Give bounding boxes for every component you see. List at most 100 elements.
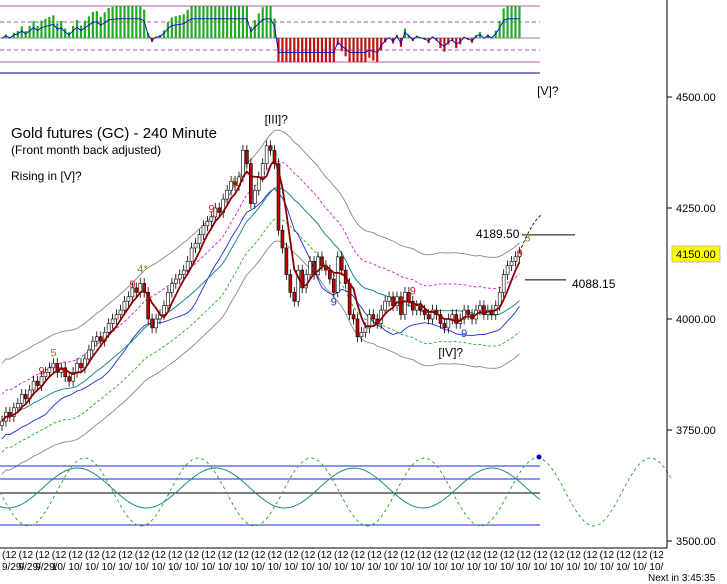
candle-body bbox=[213, 207, 218, 218]
x-tick-label: (12 bbox=[533, 550, 548, 561]
count-label: 5 bbox=[50, 348, 56, 360]
count-label: 9 bbox=[516, 248, 522, 260]
x-tick-label: (12 bbox=[2, 550, 17, 561]
candle-body bbox=[253, 189, 257, 204]
candle-body bbox=[166, 292, 170, 306]
candle-body bbox=[19, 394, 24, 404]
x-tick-label: (12 bbox=[168, 550, 183, 561]
candle-body bbox=[12, 407, 16, 417]
x-tick-label: (12 bbox=[251, 550, 266, 561]
candle-body bbox=[359, 332, 364, 338]
x-tick-date: 10/ bbox=[633, 562, 647, 573]
x-tick-label: (12 bbox=[483, 550, 498, 561]
x-tick-date: 10/ bbox=[483, 562, 497, 573]
candle-body bbox=[505, 265, 510, 275]
candle-body bbox=[75, 363, 79, 373]
x-tick-label: (12 bbox=[417, 550, 432, 561]
x-tick-date: 10/ bbox=[301, 562, 315, 573]
x-tick-label: (12 bbox=[517, 550, 532, 561]
x-tick-date: 10/ bbox=[450, 562, 464, 573]
candle-body bbox=[205, 221, 210, 227]
x-tick-label: (12 bbox=[118, 550, 133, 561]
candle-body bbox=[454, 314, 459, 324]
count-label: 4* bbox=[137, 263, 148, 275]
projection-path bbox=[519, 214, 542, 253]
candle-body bbox=[209, 216, 214, 222]
x-tick-date: 10/ bbox=[384, 562, 398, 573]
candle-body bbox=[51, 363, 56, 369]
count-label: 5 bbox=[232, 177, 238, 189]
candle-body bbox=[355, 318, 360, 338]
x-tick-date: 10/ bbox=[284, 562, 298, 573]
count-label: 9 bbox=[331, 297, 337, 309]
wave-label: [V]? bbox=[537, 84, 559, 98]
x-tick-date: 10/ bbox=[434, 562, 448, 573]
y-tick-label: 3750.00 bbox=[676, 425, 716, 437]
cycle-panel bbox=[0, 454, 673, 527]
candle-body bbox=[229, 181, 233, 191]
candle-body bbox=[414, 305, 419, 311]
x-axis: (129/29/(129/29/(129/29/(1210/(1210/(121… bbox=[0, 547, 667, 573]
candle-body bbox=[130, 287, 135, 298]
candle-body bbox=[23, 394, 28, 400]
x-tick-label: (12 bbox=[583, 550, 598, 561]
x-tick-date: 10/ bbox=[118, 562, 132, 573]
candle-body bbox=[110, 318, 115, 324]
candle-body bbox=[296, 269, 301, 302]
candle-body bbox=[225, 189, 229, 200]
candle-body bbox=[0, 420, 4, 426]
candle-body bbox=[154, 318, 158, 329]
x-tick-date: 10/ bbox=[467, 562, 481, 573]
candle-body bbox=[399, 296, 403, 315]
candle-body bbox=[450, 314, 455, 320]
x-tick-date: 10/ bbox=[334, 562, 348, 573]
candle-body bbox=[335, 256, 340, 293]
x-tick-label: (12 bbox=[384, 550, 399, 561]
teal-ma-line bbox=[1, 187, 520, 422]
candle-body bbox=[466, 309, 470, 315]
candle-body bbox=[134, 287, 139, 293]
x-tick-date: 10/ bbox=[201, 562, 215, 573]
candle-body bbox=[371, 314, 376, 320]
candle-body bbox=[126, 296, 131, 302]
candle-body bbox=[189, 247, 194, 262]
candle-body bbox=[482, 305, 486, 315]
candle-body bbox=[328, 269, 332, 280]
x-tick-date: 10/ bbox=[566, 562, 580, 573]
candle-body bbox=[403, 292, 407, 315]
candle-body bbox=[478, 305, 482, 311]
upper-envelope-line bbox=[1, 129, 520, 364]
candle-body bbox=[256, 176, 261, 191]
candle-body bbox=[162, 305, 166, 315]
candle-body bbox=[363, 327, 368, 333]
count-label: 9 bbox=[461, 328, 467, 340]
x-tick-label: (12 bbox=[467, 550, 482, 561]
candle-body bbox=[442, 323, 447, 329]
x-tick-label: (12 bbox=[151, 550, 166, 561]
candle-body bbox=[320, 256, 324, 267]
x-tick-date: 10/ bbox=[268, 562, 282, 573]
lower-envelope-line bbox=[1, 240, 520, 475]
candle-body bbox=[272, 149, 277, 164]
candle-body bbox=[430, 309, 435, 320]
candle-body bbox=[142, 283, 146, 293]
candle-body bbox=[217, 207, 222, 213]
x-tick-label: (12 bbox=[85, 550, 100, 561]
x-tick-date: 10/ bbox=[417, 562, 431, 573]
x-tick-date: 10/ bbox=[533, 562, 547, 573]
candle-body bbox=[418, 305, 423, 311]
x-tick-date: 10/ bbox=[85, 562, 99, 573]
x-tick-label: (12 bbox=[218, 550, 233, 561]
x-tick-date: 10/ bbox=[649, 562, 663, 573]
count-label: 9 bbox=[39, 366, 45, 378]
x-tick-label: (12 bbox=[600, 550, 615, 561]
x-tick-date: 10/ bbox=[351, 562, 365, 573]
candle-body bbox=[308, 260, 312, 275]
candle-body bbox=[280, 229, 285, 249]
candle-body bbox=[71, 371, 75, 382]
x-tick-date: 10/ bbox=[400, 562, 414, 573]
current-price-badge: 4150.00 bbox=[671, 245, 721, 263]
x-tick-label: (12 bbox=[317, 550, 332, 561]
dark-red-ma-line bbox=[1, 158, 521, 422]
candle-body bbox=[193, 243, 198, 249]
